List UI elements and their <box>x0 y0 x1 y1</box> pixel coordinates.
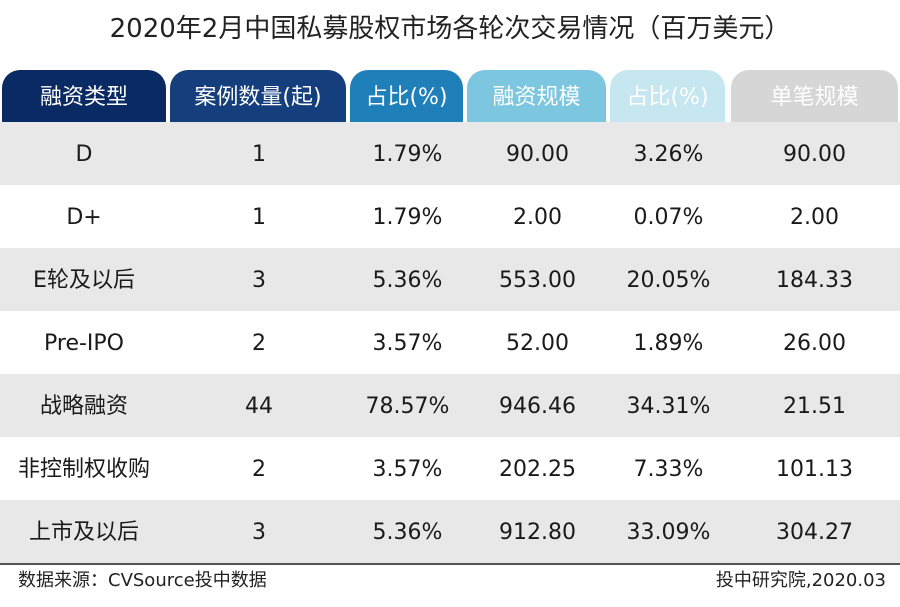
table-cell: 2.00 <box>513 205 562 230</box>
table-cell: 5.36% <box>372 268 443 293</box>
table-row: Pre-IPO 2 3.57% 52.00 1.89% 26.00 <box>0 311 900 374</box>
table-cell: 90.00 <box>506 142 569 167</box>
table-cell: 2 <box>252 331 266 356</box>
table-cell: 1 <box>252 142 266 167</box>
table-cell: 1 <box>252 205 266 230</box>
table-row: E轮及以后 3 5.36% 553.00 20.05% 184.33 <box>0 248 900 311</box>
table-cell: 0.07% <box>633 205 704 230</box>
table-cell: 1.89% <box>633 331 704 356</box>
table-cell: 26.00 <box>783 331 846 356</box>
table-cell: 946.46 <box>499 394 576 419</box>
column-header-4: 占比(%) <box>610 70 725 122</box>
table-cell: 90.00 <box>783 142 846 167</box>
column-header-2: 占比(%) <box>350 70 463 122</box>
table-cell: 3.26% <box>633 142 704 167</box>
table-cell: 78.57% <box>365 394 450 419</box>
table-header: 融资类型 案例数量(起) 占比(%) 融资规模 占比(%) 单笔规模 <box>0 70 900 122</box>
table-row: 战略融资 44 78.57% 946.46 34.31% 21.51 <box>0 374 900 437</box>
source-note: 数据来源：CVSource投中数据 <box>18 570 267 591</box>
column-header-0: 融资类型 <box>2 70 166 122</box>
table-cell: 上市及以后 <box>28 520 139 545</box>
table-cell: 战略融资 <box>39 394 128 419</box>
table-cell: Pre-IPO <box>44 331 124 356</box>
table-cell: 20.05% <box>626 268 711 293</box>
column-header-3: 融资规模 <box>467 70 606 122</box>
table-cell: 21.51 <box>783 394 846 419</box>
footer-divider <box>0 563 900 565</box>
table-cell: 553.00 <box>499 268 576 293</box>
table-cell: 44 <box>245 394 273 419</box>
table-cell: 1.79% <box>372 205 443 230</box>
table-cell: 5.36% <box>372 520 443 545</box>
table-cell: 3.57% <box>372 457 443 482</box>
credit-note: 投中研究院,2020.03 <box>715 570 886 591</box>
table-cell: 912.80 <box>499 520 576 545</box>
table-cell: 304.27 <box>776 520 853 545</box>
table-cell: 34.31% <box>626 394 711 419</box>
table-row: 非控制权收购 2 3.57% 202.25 7.33% 101.13 <box>0 437 900 500</box>
page-title: 2020年2月中国私募股权市场各轮次交易情况（百万美元） <box>109 14 791 44</box>
table-cell: 3.57% <box>372 331 443 356</box>
table-cell: D <box>75 142 93 167</box>
table-cell: 1.79% <box>372 142 443 167</box>
table-cell: 非控制权收购 <box>17 457 150 482</box>
table-cell: E轮及以后 <box>33 268 135 293</box>
table-cell: 202.25 <box>499 457 576 482</box>
table-cell: D+ <box>66 205 102 230</box>
table-cell: 2 <box>252 457 266 482</box>
column-header-5: 单笔规模 <box>731 70 898 122</box>
table-cell: 33.09% <box>626 520 711 545</box>
table-cell: 3 <box>252 268 266 293</box>
table-cell: 2.00 <box>790 205 839 230</box>
table-cell: 3 <box>252 520 266 545</box>
table-cell: 101.13 <box>776 457 853 482</box>
column-header-1: 案例数量(起) <box>170 70 346 122</box>
table-row: D+ 1 1.79% 2.00 0.07% 2.00 <box>0 185 900 248</box>
table-body: D 1 1.79% 90.00 3.26% 90.00 D+ 1 1.79% 2.00 0.07% 2… <box>0 122 900 563</box>
table-cell: 52.00 <box>506 331 569 356</box>
table-row: 上市及以后 3 5.36% 912.80 33.09% 304.27 <box>0 500 900 563</box>
table-cell: 184.33 <box>776 268 853 293</box>
table-row: D 1 1.79% 90.00 3.26% 90.00 <box>0 122 900 185</box>
table-cell: 7.33% <box>633 457 704 482</box>
